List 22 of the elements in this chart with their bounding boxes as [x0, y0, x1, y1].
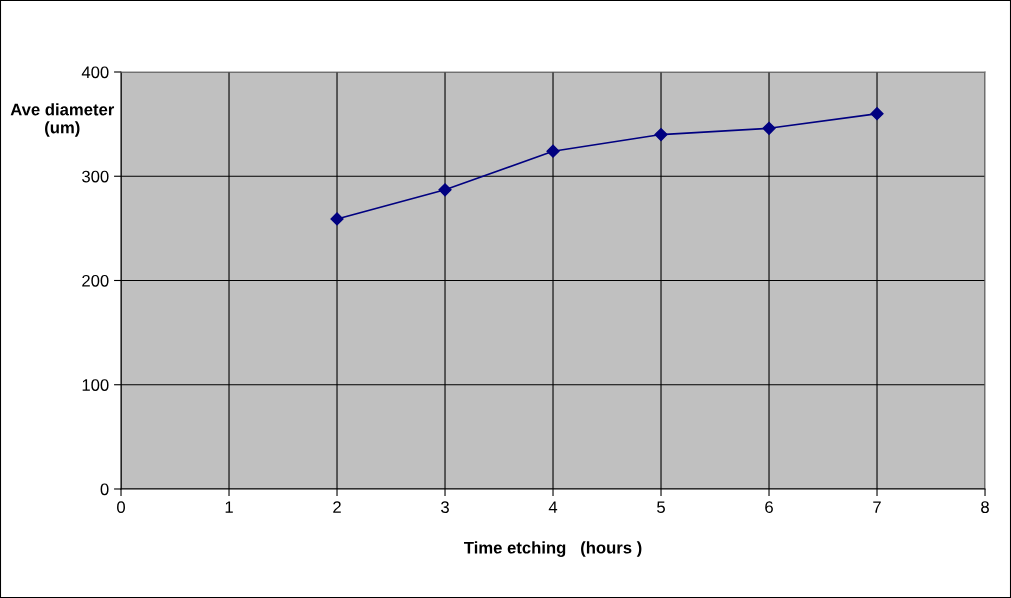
x-tick-label: 5 — [657, 501, 665, 514]
y-tick-label: 100 — [82, 379, 109, 391]
x-tick-label: 4 — [548, 501, 558, 513]
x-tick-label: 1 — [225, 501, 233, 513]
point — [870, 107, 884, 121]
x-tick-label: 8 — [981, 501, 989, 514]
x-tick-label: 3 — [441, 501, 449, 514]
y-tick-label: 200 — [82, 274, 109, 287]
point — [330, 212, 344, 226]
point — [654, 127, 668, 142]
y-tick-label: 300 — [82, 170, 109, 183]
x-tick-label: 6 — [765, 501, 773, 514]
x-tick-label: 7 — [873, 501, 881, 513]
point — [762, 121, 776, 135]
point — [438, 183, 452, 197]
x-axis-title: Time etching (hours ) — [464, 541, 642, 557]
y-tick-label: 0 — [100, 483, 109, 496]
y-tick-label: 400 — [81, 66, 109, 79]
x-tick-label: 2 — [333, 501, 341, 513]
x-tick-label: 0 — [117, 501, 125, 514]
y-axis-title: Ave diameter (um) — [10, 103, 115, 137]
point — [546, 144, 560, 158]
